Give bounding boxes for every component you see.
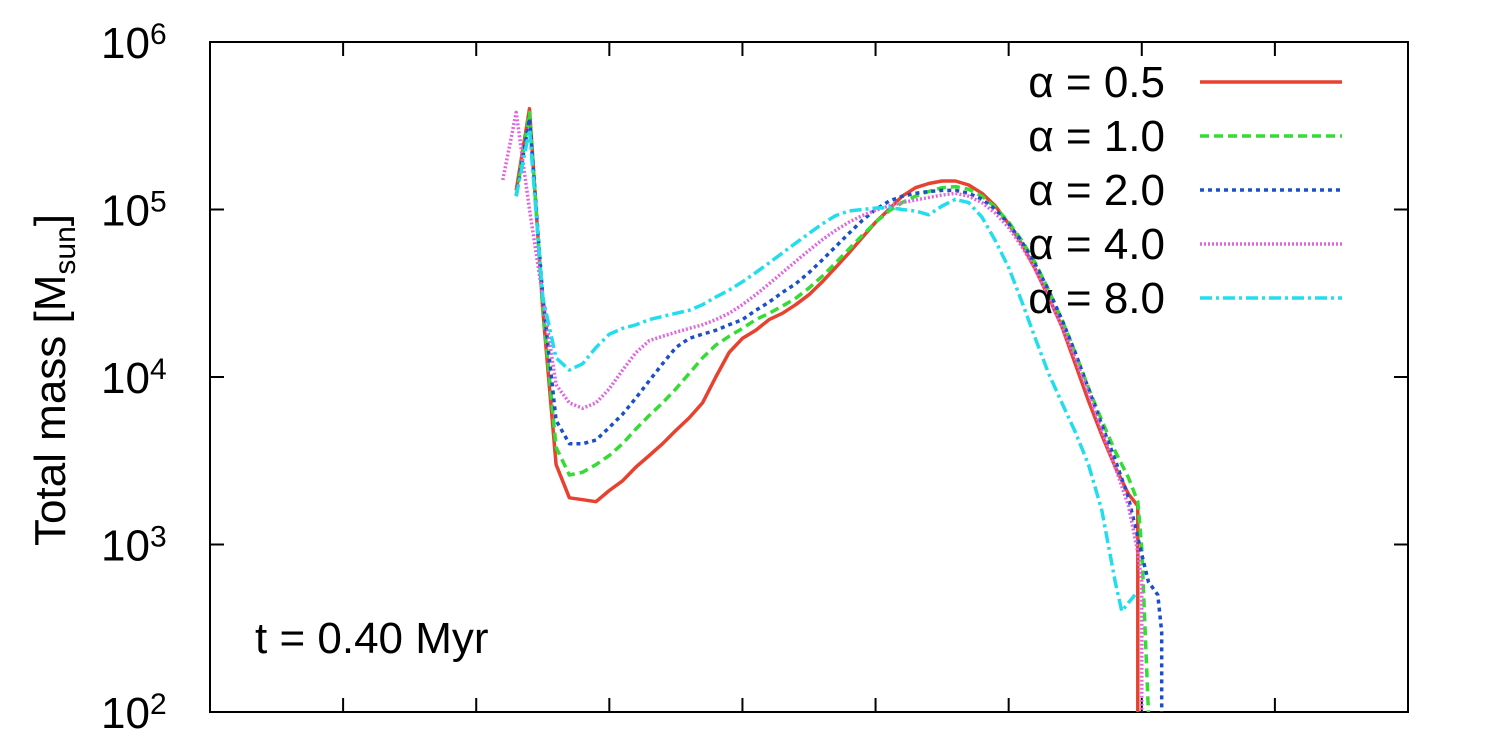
y-tick-exponent: 4 — [150, 353, 167, 386]
legend-label-2: α = 1.0 — [1028, 112, 1165, 161]
axis-ticks — [210, 41, 1408, 713]
legend-label-5: α = 8.0 — [1028, 274, 1165, 323]
y-tick-label: 10 — [101, 19, 150, 68]
y-tick-base: 10 — [101, 354, 150, 403]
legend-label-4: α = 4.0 — [1028, 220, 1165, 269]
y-axis-title: Total mass [Msun] — [26, 214, 82, 546]
y-axis-title-subscript: sun — [49, 226, 82, 274]
y-tick-base: 10 — [101, 689, 150, 738]
y-axis-title-main: Total mass [M — [26, 275, 75, 546]
series-line-3 — [514, 116, 1164, 712]
plot-frame — [209, 41, 1409, 713]
y-tick-exponent: 2 — [150, 688, 167, 721]
legend-label-1: α = 0.5 — [1028, 58, 1165, 107]
y-tick-exponent: 3 — [150, 521, 167, 554]
y-tick-base: 10 — [101, 187, 150, 236]
legend: α = 0.5 α = 1.0 α = 2.0 α = 4.0 α = 8.0 — [1028, 58, 1342, 323]
y-tick-label: 10 — [101, 689, 150, 738]
time-annotation: t = 0.40 Myr — [255, 614, 489, 663]
y-tick-base: 10 — [101, 522, 150, 571]
series-lines — [501, 106, 1164, 712]
y-tick-label: 10 — [101, 354, 150, 403]
y-tick-label: 10 — [101, 522, 150, 571]
series-line-5 — [514, 127, 1137, 613]
legend-label-3: α = 2.0 — [1028, 166, 1165, 215]
y-tick-exponent: 6 — [150, 18, 167, 51]
y-tick-exponent: 5 — [150, 186, 167, 219]
series-line-4 — [501, 110, 1144, 712]
y-axis-title-close: ] — [26, 214, 75, 226]
y-tick-label: 10 — [101, 187, 150, 236]
y-tick-base: 10 — [101, 19, 150, 68]
